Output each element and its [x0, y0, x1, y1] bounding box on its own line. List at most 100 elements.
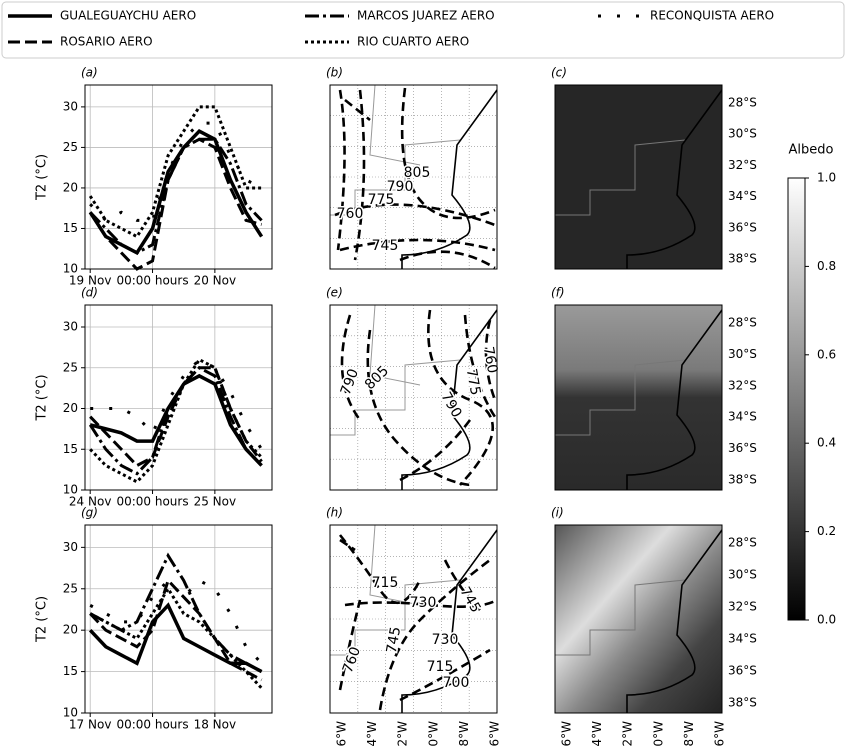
- y-tick-label: 25: [63, 140, 78, 154]
- x-tick-label: 18 Nov: [194, 718, 237, 732]
- contour: [340, 314, 362, 421]
- contour-label: 790: [387, 179, 414, 195]
- y-tick-label: 25: [63, 581, 78, 595]
- border: [369, 305, 421, 386]
- colorbar-tick-label: 0.4: [817, 436, 836, 450]
- contour-label: 805: [404, 165, 431, 181]
- contour-label: 745: [372, 238, 399, 254]
- y-tick-label: 30: [63, 540, 78, 554]
- contour: [443, 559, 481, 611]
- map-layer: [330, 525, 497, 713]
- map-frame: [554, 304, 723, 491]
- series-line: [89, 585, 263, 690]
- x-tick-label: 19 Nov: [69, 274, 112, 288]
- y-tick-label: 10: [63, 706, 78, 720]
- contour: [399, 250, 496, 269]
- border: [555, 359, 686, 436]
- colorbar-tick-label: 0.2: [817, 524, 836, 538]
- panel-label: (a): [81, 66, 98, 80]
- series-line: [89, 366, 263, 468]
- map-layer: [555, 525, 722, 713]
- y-tick-label: 15: [63, 442, 78, 456]
- contour-label: 700: [443, 675, 470, 691]
- legend-label: RECONQUISTA AERO: [650, 9, 774, 23]
- panel-label: (g): [81, 506, 98, 520]
- colorbar-label: Albedo: [789, 143, 834, 158]
- lat-tick-label: 28°S: [728, 316, 757, 330]
- legend-label: MARCOS JUAREZ AERO: [357, 9, 495, 23]
- series-line: [89, 357, 263, 484]
- lat-tick-label: 36°S: [728, 220, 757, 234]
- contour: [338, 599, 362, 691]
- plot-area: [85, 525, 272, 713]
- lat-tick-label: 36°S: [728, 664, 757, 678]
- lat-tick-label: 32°S: [728, 378, 757, 392]
- x-tick-label: 00:00 hours: [116, 718, 188, 732]
- lat-tick-label: 38°S: [728, 696, 757, 710]
- x-tick-label: 20 Nov: [194, 274, 237, 288]
- albedo-image: [555, 85, 722, 269]
- panel-label: (f): [551, 286, 565, 300]
- series-line: [88, 365, 263, 476]
- legend-box: [1, 1, 845, 59]
- map-layer: [555, 305, 722, 490]
- legend-label: RIO CUARTO AERO: [357, 35, 469, 49]
- y-tick-label: 20: [63, 401, 78, 415]
- map-frame: [554, 524, 723, 714]
- lon-tick-label: 62°W: [396, 721, 410, 746]
- contour-label: 730: [432, 632, 459, 648]
- lat-tick-label: 36°S: [728, 441, 757, 455]
- y-axis-label: T2 (°C): [35, 154, 50, 201]
- y-tick-label: 15: [63, 664, 78, 678]
- panel-label: (b): [326, 66, 343, 80]
- colorbar: [787, 177, 806, 621]
- border: [369, 525, 421, 606]
- colorbar-tick-label: 0.6: [817, 347, 836, 361]
- series-line: [89, 578, 263, 665]
- coastline: [401, 529, 497, 713]
- y-tick-label: 15: [63, 221, 78, 235]
- lat-tick-label: 38°S: [728, 473, 757, 487]
- contour: [339, 538, 356, 552]
- contour: [400, 87, 496, 220]
- contour: [399, 419, 472, 482]
- x-tick-label: 00:00 hours: [116, 495, 188, 509]
- lon-tick-label: 60°W: [651, 721, 665, 746]
- albedo-image: [555, 525, 722, 713]
- contour-label: 730: [410, 595, 437, 611]
- plot-frame: [84, 84, 273, 270]
- colorbar-tick-label: 0.8: [817, 259, 836, 273]
- series-line: [88, 129, 264, 256]
- coastline: [626, 309, 722, 490]
- albedo-image: [555, 305, 722, 490]
- contour: [484, 319, 497, 401]
- lat-tick-label: 34°S: [728, 410, 757, 424]
- panel-label: (h): [326, 506, 343, 520]
- lat-tick-label: 32°S: [728, 158, 757, 172]
- legend-label: GUALEGUAYCHU AERO: [60, 9, 196, 23]
- lat-tick-label: 32°S: [728, 600, 757, 614]
- contour-label: 760: [480, 345, 500, 374]
- contour: [344, 598, 497, 608]
- map-frame: [329, 304, 498, 491]
- lat-tick-label: 38°S: [728, 252, 757, 266]
- colorbar-tick-label: 0.0: [817, 613, 836, 627]
- lon-tick-label: 58°W: [682, 721, 696, 746]
- contour-label: 715: [427, 659, 454, 675]
- contour: [353, 89, 366, 261]
- lat-tick-label: 28°S: [728, 536, 757, 550]
- border: [330, 139, 461, 216]
- contour-label: 760: [337, 206, 364, 222]
- x-tick-label: 00:00 hours: [116, 274, 188, 288]
- border: [555, 139, 686, 216]
- panel-label: (c): [551, 66, 567, 80]
- panel-label: (i): [551, 506, 564, 520]
- lon-tick-label: 60°W: [426, 721, 440, 746]
- map-layer: [330, 305, 497, 490]
- contour: [339, 238, 496, 252]
- y-tick-label: 30: [63, 320, 78, 334]
- panel-label: (e): [326, 286, 343, 300]
- contour-label: 775: [463, 367, 483, 396]
- contour: [338, 534, 422, 605]
